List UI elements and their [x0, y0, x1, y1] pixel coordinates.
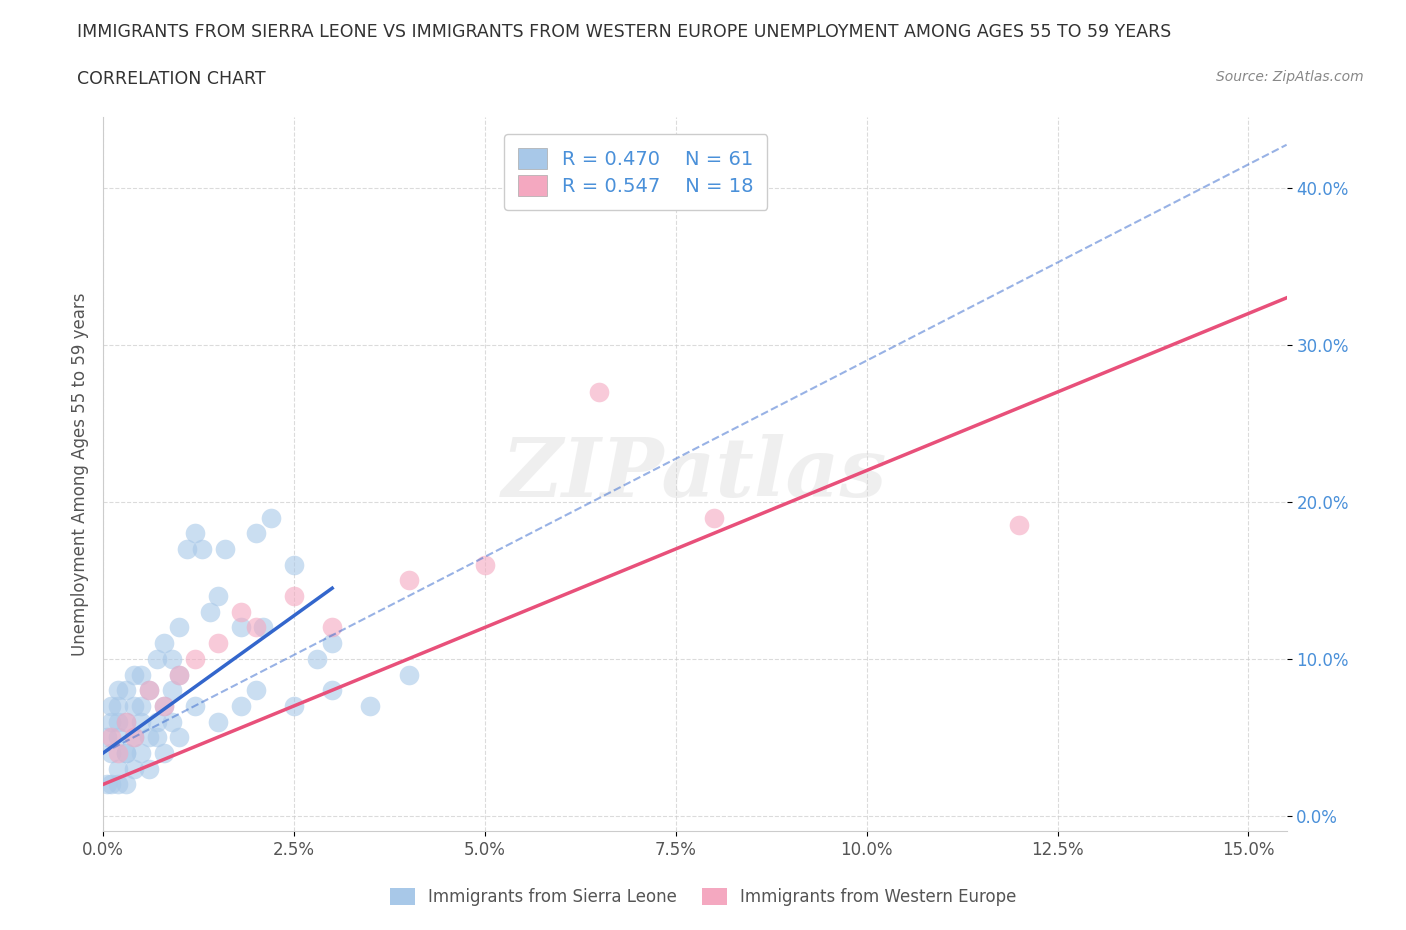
Point	[115, 714, 138, 729]
Legend: Immigrants from Sierra Leone, Immigrants from Western Europe: Immigrants from Sierra Leone, Immigrants…	[382, 881, 1024, 912]
Point	[138, 683, 160, 698]
Point	[184, 651, 207, 666]
Point	[260, 511, 283, 525]
Point	[96, 730, 118, 745]
Point	[198, 604, 221, 619]
Point	[169, 667, 191, 682]
Point	[398, 667, 420, 682]
Point	[107, 777, 129, 791]
Point	[153, 746, 176, 761]
Point	[122, 667, 145, 682]
Point	[359, 698, 381, 713]
Point	[122, 730, 145, 745]
Point	[122, 762, 145, 777]
Point	[207, 636, 229, 651]
Point	[398, 573, 420, 588]
Point	[100, 746, 122, 761]
Text: CORRELATION CHART: CORRELATION CHART	[77, 70, 266, 87]
Point	[115, 714, 138, 729]
Point	[207, 589, 229, 604]
Point	[191, 541, 214, 556]
Point	[321, 683, 343, 698]
Point	[153, 698, 176, 713]
Point	[131, 698, 153, 713]
Point	[283, 589, 305, 604]
Point	[96, 777, 118, 791]
Point	[100, 730, 122, 745]
Point	[474, 557, 496, 572]
Point	[207, 714, 229, 729]
Point	[153, 636, 176, 651]
Point	[229, 604, 252, 619]
Point	[115, 746, 138, 761]
Point	[115, 746, 138, 761]
Point	[122, 730, 145, 745]
Point	[138, 730, 160, 745]
Point	[100, 714, 122, 729]
Point	[107, 746, 129, 761]
Point	[703, 511, 725, 525]
Point	[588, 384, 610, 399]
Point	[169, 620, 191, 635]
Point	[115, 683, 138, 698]
Point	[131, 714, 153, 729]
Point	[122, 698, 145, 713]
Point	[169, 667, 191, 682]
Point	[107, 714, 129, 729]
Text: ZIPatlas: ZIPatlas	[502, 434, 887, 514]
Point	[145, 730, 167, 745]
Point	[283, 557, 305, 572]
Text: Source: ZipAtlas.com: Source: ZipAtlas.com	[1216, 70, 1364, 84]
Point	[100, 777, 122, 791]
Point	[245, 620, 267, 635]
Point	[160, 683, 183, 698]
Point	[160, 651, 183, 666]
Point	[214, 541, 236, 556]
Point	[115, 777, 138, 791]
Point	[321, 620, 343, 635]
Point	[107, 683, 129, 698]
Text: IMMIGRANTS FROM SIERRA LEONE VS IMMIGRANTS FROM WESTERN EUROPE UNEMPLOYMENT AMON: IMMIGRANTS FROM SIERRA LEONE VS IMMIGRAN…	[77, 23, 1171, 41]
Point	[131, 746, 153, 761]
Point	[1008, 518, 1031, 533]
Point	[229, 698, 252, 713]
Point	[107, 730, 129, 745]
Point	[138, 762, 160, 777]
Point	[321, 636, 343, 651]
Point	[131, 667, 153, 682]
Point	[160, 714, 183, 729]
Y-axis label: Unemployment Among Ages 55 to 59 years: Unemployment Among Ages 55 to 59 years	[72, 293, 89, 657]
Point	[145, 651, 167, 666]
Point	[305, 651, 328, 666]
Point	[153, 698, 176, 713]
Point	[229, 620, 252, 635]
Point	[176, 541, 198, 556]
Point	[169, 730, 191, 745]
Point	[138, 683, 160, 698]
Point	[245, 525, 267, 540]
Point	[107, 698, 129, 713]
Point	[252, 620, 274, 635]
Legend: R = 0.470    N = 61, R = 0.547    N = 18: R = 0.470 N = 61, R = 0.547 N = 18	[503, 134, 768, 209]
Point	[107, 762, 129, 777]
Point	[283, 698, 305, 713]
Point	[100, 698, 122, 713]
Point	[245, 683, 267, 698]
Point	[145, 714, 167, 729]
Point	[184, 698, 207, 713]
Point	[184, 525, 207, 540]
